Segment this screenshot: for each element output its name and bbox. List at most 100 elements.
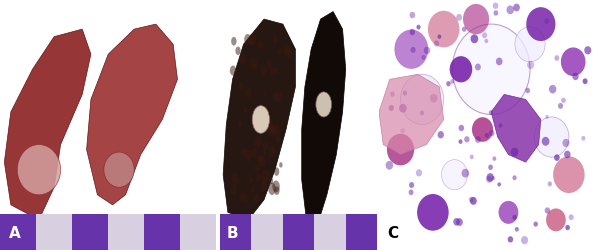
Bar bbox=[314, 214, 346, 250]
Circle shape bbox=[251, 149, 257, 158]
Circle shape bbox=[416, 26, 420, 30]
Circle shape bbox=[257, 41, 263, 50]
Circle shape bbox=[584, 47, 591, 55]
Polygon shape bbox=[4, 30, 91, 220]
Circle shape bbox=[252, 106, 269, 134]
Circle shape bbox=[250, 178, 253, 183]
Circle shape bbox=[482, 33, 487, 39]
Circle shape bbox=[244, 35, 251, 46]
Circle shape bbox=[434, 41, 439, 48]
Circle shape bbox=[582, 79, 588, 85]
Circle shape bbox=[489, 130, 495, 137]
Circle shape bbox=[562, 139, 569, 147]
Circle shape bbox=[542, 137, 549, 146]
Circle shape bbox=[403, 91, 407, 96]
Circle shape bbox=[456, 218, 463, 226]
Bar bbox=[251, 214, 283, 250]
Circle shape bbox=[561, 98, 566, 103]
Circle shape bbox=[246, 150, 251, 160]
Circle shape bbox=[267, 120, 273, 130]
Circle shape bbox=[272, 37, 277, 44]
Circle shape bbox=[438, 35, 441, 40]
Bar bbox=[180, 214, 216, 250]
Circle shape bbox=[253, 194, 259, 202]
Circle shape bbox=[387, 134, 414, 166]
Circle shape bbox=[512, 215, 517, 220]
Circle shape bbox=[261, 67, 267, 77]
Circle shape bbox=[527, 62, 534, 70]
Text: C: C bbox=[388, 225, 398, 240]
Circle shape bbox=[549, 86, 556, 94]
Bar bbox=[346, 214, 377, 250]
Circle shape bbox=[269, 178, 273, 184]
Circle shape bbox=[489, 111, 493, 116]
Circle shape bbox=[256, 173, 262, 182]
Polygon shape bbox=[87, 25, 177, 205]
Circle shape bbox=[251, 122, 256, 128]
Circle shape bbox=[276, 92, 283, 103]
Circle shape bbox=[534, 222, 538, 227]
Circle shape bbox=[249, 34, 256, 46]
Circle shape bbox=[264, 92, 267, 97]
Circle shape bbox=[512, 176, 517, 180]
Circle shape bbox=[463, 5, 489, 35]
Circle shape bbox=[254, 136, 262, 148]
Circle shape bbox=[270, 127, 276, 136]
Circle shape bbox=[484, 134, 489, 138]
Circle shape bbox=[231, 184, 237, 195]
Circle shape bbox=[268, 183, 276, 195]
Circle shape bbox=[499, 201, 518, 224]
Circle shape bbox=[273, 92, 279, 102]
Circle shape bbox=[250, 58, 257, 70]
Circle shape bbox=[561, 48, 585, 77]
Circle shape bbox=[409, 190, 413, 196]
Bar bbox=[0, 214, 36, 250]
Bar bbox=[283, 214, 314, 250]
Circle shape bbox=[545, 208, 550, 214]
Circle shape bbox=[554, 56, 559, 62]
Circle shape bbox=[257, 156, 262, 163]
Circle shape bbox=[458, 125, 464, 132]
Circle shape bbox=[442, 160, 467, 190]
Circle shape bbox=[493, 11, 498, 16]
Circle shape bbox=[513, 4, 520, 12]
Circle shape bbox=[238, 82, 244, 91]
Circle shape bbox=[271, 125, 275, 132]
Circle shape bbox=[238, 121, 242, 128]
Circle shape bbox=[544, 19, 549, 25]
Circle shape bbox=[273, 125, 280, 136]
Circle shape bbox=[263, 178, 267, 184]
Circle shape bbox=[17, 145, 60, 195]
Circle shape bbox=[424, 48, 431, 55]
Circle shape bbox=[244, 108, 247, 114]
Circle shape bbox=[493, 4, 498, 10]
Circle shape bbox=[263, 151, 266, 156]
Circle shape bbox=[428, 12, 460, 48]
Circle shape bbox=[410, 13, 415, 19]
Circle shape bbox=[450, 80, 454, 84]
Circle shape bbox=[515, 28, 545, 62]
Circle shape bbox=[496, 58, 502, 66]
Circle shape bbox=[400, 75, 444, 125]
Circle shape bbox=[569, 214, 573, 220]
Circle shape bbox=[254, 64, 257, 70]
Polygon shape bbox=[223, 20, 295, 220]
Circle shape bbox=[558, 104, 563, 110]
Circle shape bbox=[498, 182, 501, 187]
Circle shape bbox=[274, 168, 279, 176]
Polygon shape bbox=[379, 75, 444, 155]
Circle shape bbox=[394, 30, 428, 70]
Circle shape bbox=[276, 136, 280, 143]
Circle shape bbox=[475, 136, 481, 143]
Circle shape bbox=[285, 48, 292, 59]
Circle shape bbox=[260, 128, 264, 133]
Bar bbox=[36, 214, 72, 250]
Circle shape bbox=[546, 116, 549, 119]
Circle shape bbox=[316, 92, 331, 118]
Circle shape bbox=[245, 88, 252, 98]
Circle shape bbox=[284, 46, 290, 56]
Bar bbox=[72, 214, 108, 250]
Bar bbox=[220, 214, 251, 250]
Circle shape bbox=[255, 164, 260, 172]
Circle shape bbox=[410, 48, 416, 54]
